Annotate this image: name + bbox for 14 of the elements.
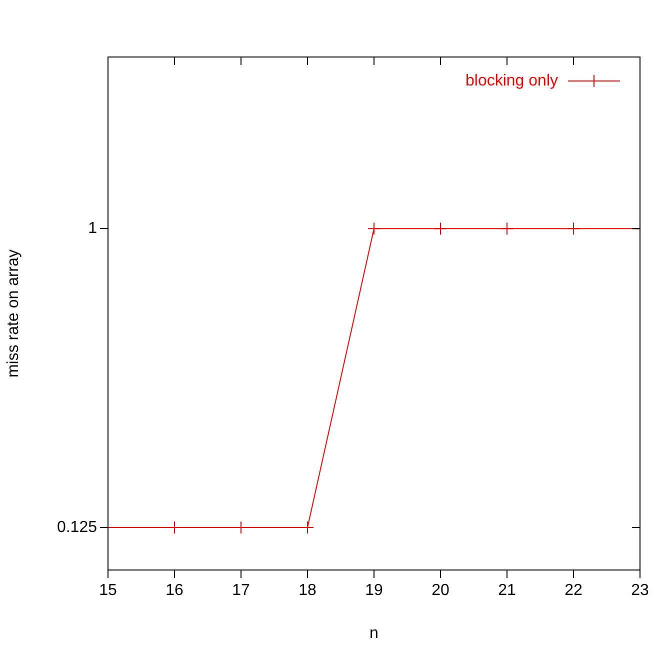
x-tick-label: 20	[432, 582, 450, 600]
y-axis-title: miss rate on array	[5, 249, 22, 378]
x-tick-label: 19	[365, 582, 383, 600]
x-tick-label: 15	[99, 582, 117, 600]
x-tick-label: 16	[166, 582, 184, 600]
x-tick-label: 22	[564, 582, 582, 600]
x-axis-title: n	[370, 624, 378, 642]
x-tick-label: 17	[232, 582, 250, 600]
x-tick-label: 23	[631, 582, 649, 600]
y-tick-label: 1	[88, 220, 98, 238]
legend-label: blocking only	[466, 72, 558, 90]
x-tick-label: 18	[298, 582, 316, 600]
y-tick-label: 0.125	[56, 518, 98, 536]
x-tick-label: 21	[498, 582, 516, 600]
